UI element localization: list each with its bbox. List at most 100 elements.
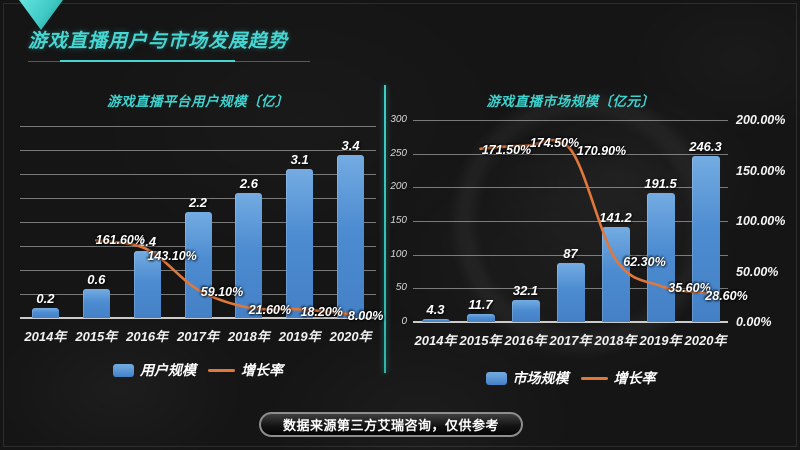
legend-label: 增长率 [241, 362, 283, 378]
growth-rate-label: 28.60% [705, 289, 748, 304]
bar-value-label: 1.4 [138, 233, 157, 249]
growth-rate-label: 18.20% [300, 305, 343, 320]
growth-rate-label: 8.00% [347, 309, 384, 324]
growth-rate-label: 174.50% [529, 135, 580, 150]
left-chart-legend: 用户规模 增长率 [20, 360, 376, 380]
percent-axis-tick-label: 150.00% [736, 163, 786, 178]
gridline [20, 150, 376, 151]
bar-value-label: 32.1 [512, 283, 539, 299]
bar [82, 289, 110, 318]
bar [286, 169, 314, 318]
bar [601, 226, 630, 322]
growth-rate-label: 161.60% [95, 233, 145, 248]
bar-value-label: 2.2 [188, 195, 208, 211]
category-label: 2015年 [75, 329, 118, 344]
bar [646, 193, 675, 322]
legend-item-user-scale: 用户规模 [113, 360, 196, 380]
gridline [20, 126, 376, 127]
percent-axis-tick-label: 0.00% [736, 315, 772, 329]
legend-label: 市场规模 [512, 370, 569, 386]
gridline [413, 288, 728, 290]
bar [556, 263, 585, 322]
right-chart-title: 游戏直播市场规模〔亿元〕 [486, 94, 655, 109]
gridline [413, 120, 728, 121]
left-chart-title: 游戏直播平台用户规模〔亿〕 [107, 94, 289, 109]
gridline [413, 221, 728, 222]
category-label: 2019年 [278, 329, 321, 344]
gridline [20, 270, 376, 271]
category-label: 2019年 [639, 333, 682, 348]
category-label: 2014年 [24, 329, 67, 344]
percent-axis-tick-label: 50.00% [736, 264, 779, 279]
category-label: 2017年 [177, 329, 219, 344]
gridline [20, 174, 376, 175]
bar-value-label: 87 [563, 246, 578, 262]
category-label: 2014年 [414, 333, 457, 348]
bar [337, 154, 365, 318]
bar-series-swatch-icon [485, 371, 507, 385]
slide-title: 游戏直播用户与市场发展趋势 [28, 31, 289, 52]
percent-axis-tick-label: 100.00% [736, 214, 786, 228]
y-axis-tick-label: 0 [401, 316, 407, 327]
y-axis-tick-label: 250 [390, 147, 407, 159]
legend-item-growth-rate: 增长率 [208, 360, 283, 380]
growth-rate-label: 21.60% [248, 302, 292, 317]
growth-rate-label: 59.10% [200, 284, 244, 299]
category-label: 2017年 [549, 333, 592, 348]
legend-label: 用户规模 [140, 362, 196, 378]
y-axis-tick-label: 50 [395, 282, 407, 294]
x-axis-line [20, 317, 376, 319]
category-label: 2016年 [504, 333, 547, 348]
growth-rate-label: 62.30% [623, 255, 666, 270]
growth-rate-label: 171.50% [481, 142, 532, 157]
bar-value-label: 141.2 [599, 209, 632, 225]
legend-label: 增长率 [613, 370, 656, 386]
bar [133, 250, 161, 318]
bar [511, 300, 540, 322]
x-axis-line [413, 321, 728, 323]
bar-value-label: 191.5 [644, 176, 677, 192]
y-axis-tick-label: 100 [390, 248, 407, 260]
legend-item-market-scale: 市场规模 [485, 368, 569, 388]
percent-axis-tick-label: 200.00% [736, 113, 786, 127]
category-label: 2020年 [329, 329, 372, 344]
gridline [20, 198, 376, 199]
bar [466, 314, 495, 322]
right-chart-legend: 市场规模 增长率 [413, 368, 728, 388]
title-underline-highlight [60, 60, 235, 62]
growth-rate-label: 35.60% [668, 281, 711, 295]
category-label: 2018年 [227, 329, 270, 344]
category-label: 2015年 [459, 333, 502, 348]
source-note-pill: 数据来源第三方艾瑞咨询，仅供参考 [259, 412, 523, 437]
bar [184, 212, 212, 318]
gridline [413, 187, 728, 189]
y-axis-tick-label: 150 [390, 215, 407, 226]
gridline [413, 254, 728, 256]
bar [31, 308, 59, 318]
y-axis-tick-label: 300 [390, 114, 407, 125]
bar [421, 319, 450, 322]
bar-value-label: 0.2 [36, 291, 55, 307]
background-emblem [455, 95, 711, 351]
bar-value-label: 2.6 [239, 176, 258, 192]
charts-divider-line [384, 85, 386, 373]
bar-value-label: 4.3 [426, 302, 445, 318]
line-series-swatch-icon [580, 376, 608, 380]
bar-value-label: 3.4 [341, 137, 360, 153]
gridline [20, 246, 376, 247]
bar-value-label: 246.3 [689, 139, 722, 155]
gridline [20, 294, 376, 295]
bar-value-label: 3.1 [290, 152, 309, 168]
bar [691, 156, 720, 322]
source-note-text: 数据来源第三方艾瑞咨询，仅供参考 [282, 418, 499, 433]
bar-value-label: 11.7 [468, 297, 493, 313]
category-label: 2016年 [126, 329, 169, 344]
line-series-swatch-icon [208, 368, 235, 372]
legend-item-growth-rate: 增长率 [580, 368, 656, 388]
category-label: 2018年 [594, 333, 637, 348]
bar-series-swatch-icon [113, 363, 134, 377]
bar [235, 193, 263, 318]
bar-value-label: 0.6 [87, 272, 106, 288]
growth-rate-label: 143.10% [147, 249, 197, 264]
